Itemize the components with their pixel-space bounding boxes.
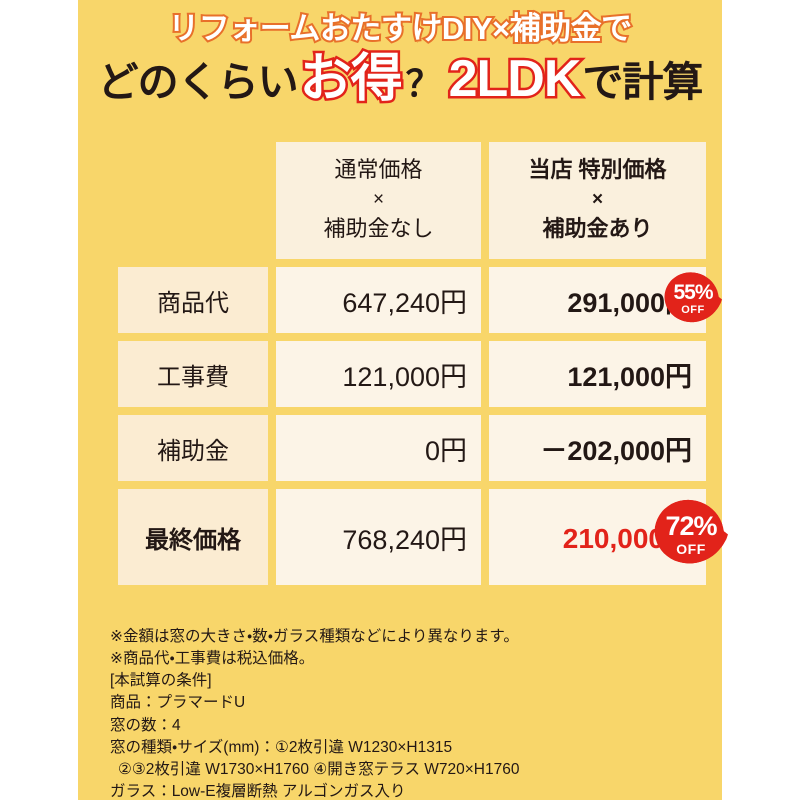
value-normal-final-price: 768,240円 (276, 489, 481, 586)
row-label-final-price: 最終価格 (118, 489, 268, 586)
value-special-final-price: 210,000円 72% OFF (489, 489, 728, 586)
headline-2ldk: 2LDK (446, 47, 584, 110)
row-label-product-cost: 商品代 (118, 267, 268, 334)
price-table: 通常価格 × 補助金なし 当店 特別価格 × 補助金あり (110, 134, 728, 593)
row-label-subsidy: 補助金 (118, 415, 268, 482)
value-normal-product-cost: 647,240円 (276, 267, 481, 334)
footnote-line-8: ガラス：Low-E複層断熱 アルゴンガス入り (110, 783, 406, 801)
poster-panel: リフォームおたすけDIY×補助金で どのくらい お得 ？ 2LDK で計算 (78, 0, 728, 803)
header-normal-price-line1: 通常価格 (334, 157, 423, 182)
footnotes-block: ※金額は窓の大きさ・数・ガラス種類などにより異なります。 ※商品代・工事費は税込… (110, 626, 700, 803)
price-table-wrap: 通常価格 × 補助金なし 当店 特別価格 × 補助金あり (110, 134, 728, 593)
table-row: 補助金 0円 －202,000円 (118, 415, 706, 482)
row-label-construction-cost: 工事費 (118, 341, 268, 408)
header-special-price-times: × (591, 188, 604, 210)
headline-otoku: お得 (297, 47, 405, 110)
value-special-construction-cost: 121,000円 (489, 341, 706, 408)
table-header-row: 通常価格 × 補助金なし 当店 特別価格 × 補助金あり (118, 142, 706, 260)
header-normal-price-times: × (372, 188, 385, 210)
header-blank-cell (118, 142, 268, 259)
discount-badge-72: 72% OFF (654, 499, 728, 564)
footnote-line-3: [本試算の条件] (110, 672, 212, 690)
value-special-subsidy: －202,000円 (489, 415, 706, 482)
headline-dono-kurai: どのくらい (97, 58, 299, 105)
value-normal-subsidy: 0円 (276, 415, 481, 482)
table-row: 商品代 647,240円 291,000円 55% OFF (118, 267, 722, 334)
footnote-line-6: 窓の種類・サイズ(mm)：①2枚引違 W1230×H1315 (110, 738, 453, 756)
footnote-line-2: ※商品代・工事費は税込価格。 (110, 650, 315, 668)
headline-de-keisan: で計算 (582, 58, 703, 105)
value-normal-construction-cost: 121,000円 (276, 341, 481, 408)
table-row: 最終価格 768,240円 210,000円 72% OFF (118, 489, 728, 586)
discount-badge-55-percent: 55% (673, 281, 713, 305)
footnote-line-4: 商品：プラマードU (110, 694, 246, 712)
cell-inner: 291,000円 55% OFF (489, 267, 722, 333)
footnote-line-7: ②③2枚引違 W1730×H1760 ④開き窓テラス W720×H1760 (118, 760, 520, 778)
table-row: 工事費 121,000円 121,000円 (118, 341, 706, 408)
headline-block: リフォームおたすけDIY×補助金で どのくらい お得 ？ 2LDK で計算 (78, 0, 722, 110)
headline-line-2: どのくらい お得 ？ 2LDK で計算 (78, 47, 722, 110)
header-special-price-line1: 当店 特別価格 (528, 157, 667, 182)
footnote-line-5: 窓の数：4 (110, 716, 181, 734)
headline-line-1: リフォームおたすけDIY×補助金で (166, 9, 634, 48)
headline-question-mark: ？ (405, 62, 442, 104)
header-special-price: 当店 特別価格 × 補助金あり (489, 142, 706, 260)
header-special-price-line3: 補助金あり (542, 216, 653, 242)
discount-badge-72-off: OFF (676, 540, 706, 557)
value-special-product-cost: 291,000円 55% OFF (489, 267, 722, 334)
header-normal-price-line3: 補助金なし (323, 216, 434, 242)
discount-badge-72-percent: 72% (665, 510, 717, 541)
discount-badge-55-off: OFF (681, 304, 705, 317)
cell-inner: 210,000円 72% OFF (489, 489, 728, 585)
footnote-line-1: ※金額は窓の大きさ・数・ガラス種類などにより異なります。 (110, 628, 519, 645)
header-normal-price: 通常価格 × 補助金なし (276, 142, 481, 260)
